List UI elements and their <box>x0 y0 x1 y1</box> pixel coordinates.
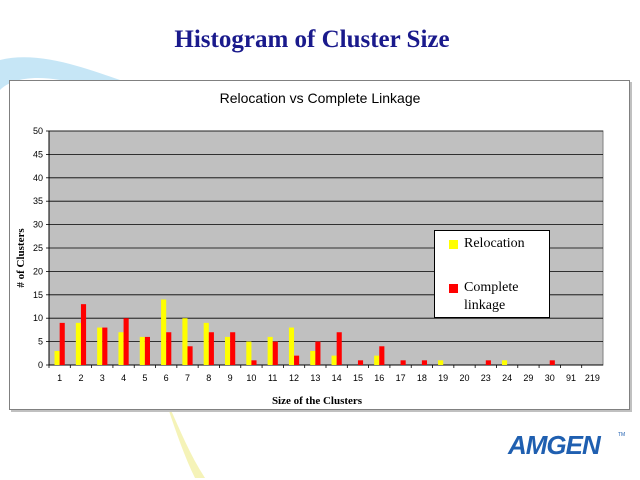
bar-complete-linkage-15 <box>357 360 364 365</box>
bar-relocation-14 <box>331 355 337 365</box>
x-tick-label-4: 4 <box>121 373 126 383</box>
x-tick-label-13: 13 <box>310 373 320 383</box>
bar-complete-linkage-10 <box>251 360 257 365</box>
y-tick-label-20: 20 <box>33 266 43 276</box>
bar-relocation-1 <box>54 350 60 365</box>
x-tick-label-17: 17 <box>396 373 406 383</box>
x-tick-label-14: 14 <box>332 373 342 383</box>
legend-swatch-relocation <box>449 240 458 249</box>
bar-complete-linkage-3 <box>102 327 108 365</box>
bar-complete-linkage-5 <box>144 336 150 365</box>
legend-label-linkage: linkage <box>464 298 506 313</box>
bar-complete-linkage-30 <box>549 360 555 365</box>
bar-relocation-6 <box>161 299 167 365</box>
legend-label-complete: Complete <box>464 280 519 295</box>
x-tick-label-10: 10 <box>246 373 256 383</box>
x-tick-label-11: 11 <box>268 373 277 383</box>
bar-complete-linkage-16 <box>379 346 385 365</box>
y-tick-label-0: 0 <box>38 360 43 370</box>
y-tick-label-10: 10 <box>33 313 43 323</box>
x-tick-label-2: 2 <box>78 373 83 383</box>
legend-swatch-complete-linkage <box>449 284 458 293</box>
bar-relocation-12 <box>288 327 295 365</box>
bar-complete-linkage-18 <box>421 360 427 365</box>
bar-complete-linkage-9 <box>230 332 236 365</box>
bar-complete-linkage-7 <box>187 346 193 365</box>
bar-complete-linkage-6 <box>166 332 172 365</box>
bar-complete-linkage-11 <box>272 341 278 365</box>
bar-relocation-10 <box>246 341 252 365</box>
amgen-trademark: TM <box>618 432 626 438</box>
x-tick-label-9: 9 <box>228 373 233 383</box>
bar-relocation-19 <box>438 360 444 365</box>
x-tick-label-219: 219 <box>585 373 600 383</box>
x-tick-label-8: 8 <box>206 373 211 383</box>
y-tick-label-5: 5 <box>38 337 43 347</box>
bar-relocation-16 <box>374 355 380 365</box>
bar-relocation-3 <box>97 327 103 365</box>
y-tick-label-15: 15 <box>33 290 43 300</box>
x-tick-label-7: 7 <box>185 373 190 383</box>
bar-complete-linkage-13 <box>315 341 321 365</box>
chart-legend: Relocation Complete linkage <box>434 230 550 318</box>
x-tick-label-91: 91 <box>566 373 576 383</box>
x-tick-label-15: 15 <box>353 373 363 383</box>
x-tick-label-12: 12 <box>289 373 299 383</box>
y-tick-label-45: 45 <box>33 149 43 159</box>
x-tick-label-19: 19 <box>438 373 448 383</box>
x-tick-label-16: 16 <box>374 373 384 383</box>
x-tick-label-1: 1 <box>57 373 62 383</box>
bar-relocation-8 <box>203 322 209 365</box>
bar-complete-linkage-12 <box>294 355 300 365</box>
y-tick-label-40: 40 <box>33 173 43 183</box>
bar-complete-linkage-4 <box>123 318 129 365</box>
x-tick-label-20: 20 <box>459 373 469 383</box>
x-tick-label-24: 24 <box>502 373 512 383</box>
x-tick-label-18: 18 <box>417 373 427 383</box>
x-tick-label-29: 29 <box>523 373 533 383</box>
bar-relocation-13 <box>310 350 316 365</box>
y-tick-label-25: 25 <box>33 243 43 253</box>
y-tick-label-50: 50 <box>33 126 43 136</box>
chart-title: Relocation vs Complete Linkage <box>219 90 421 106</box>
bar-relocation-24 <box>502 360 508 365</box>
y-tick-label-35: 35 <box>33 196 43 206</box>
legend-label-relocation: Relocation <box>464 236 525 251</box>
x-tick-label-23: 23 <box>481 373 491 383</box>
y-axis-label: # of Clusters <box>15 228 27 288</box>
bar-relocation-2 <box>75 322 81 365</box>
bar-complete-linkage-23 <box>485 360 491 365</box>
x-tick-label-30: 30 <box>545 373 555 383</box>
amgen-logo: AMGEN <box>508 430 601 460</box>
bar-complete-linkage-8 <box>208 332 214 365</box>
bar-complete-linkage-2 <box>80 304 87 365</box>
bar-complete-linkage-1 <box>59 322 65 365</box>
x-tick-label-5: 5 <box>142 373 147 383</box>
x-tick-label-3: 3 <box>100 373 105 383</box>
x-axis-label: Size of the Clusters <box>272 395 363 407</box>
bar-relocation-5 <box>139 336 145 365</box>
x-tick-label-6: 6 <box>164 373 169 383</box>
bar-relocation-9 <box>225 336 231 365</box>
bar-complete-linkage-14 <box>336 332 342 365</box>
bar-relocation-11 <box>267 336 273 365</box>
y-tick-label-30: 30 <box>33 220 43 230</box>
bar-relocation-7 <box>182 318 188 365</box>
slide-title: Histogram of Cluster Size <box>174 26 450 53</box>
bar-relocation-4 <box>118 332 124 365</box>
bar-complete-linkage-17 <box>400 360 406 365</box>
